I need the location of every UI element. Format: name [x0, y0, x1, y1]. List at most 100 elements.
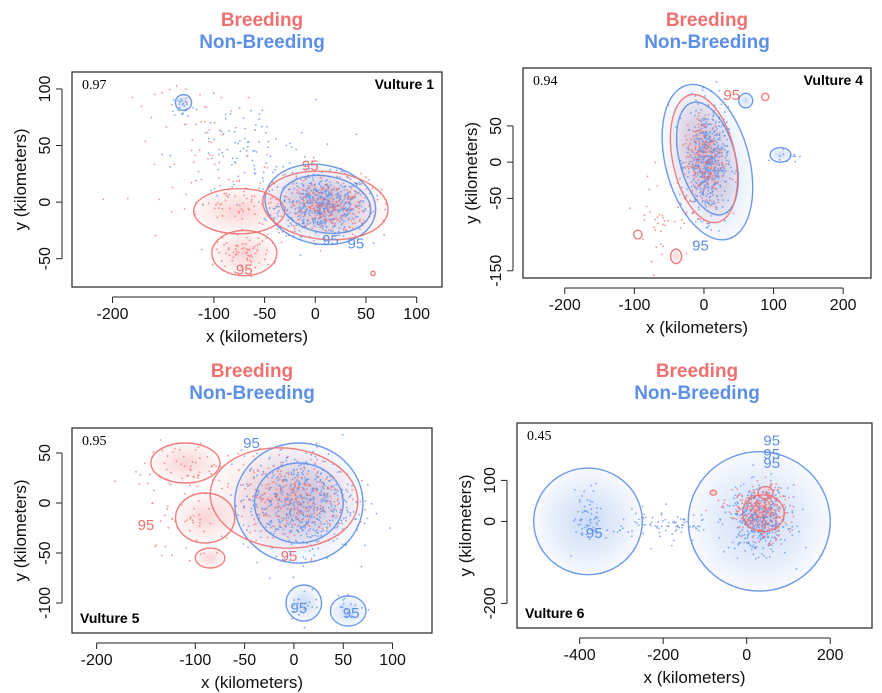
- non-breeding-point: [723, 98, 726, 100]
- non-breeding-point: [235, 504, 238, 507]
- non-breeding-point: [352, 616, 355, 619]
- non-breeding-point: [322, 494, 325, 497]
- value-label: 0.45: [527, 429, 552, 444]
- breeding-point: [750, 509, 753, 512]
- non-breeding-point: [305, 194, 308, 197]
- breeding-point: [207, 157, 209, 160]
- breeding-point: [364, 508, 366, 511]
- breeding-point: [276, 498, 278, 501]
- non-breeding-point: [673, 521, 676, 524]
- breeding-point: [295, 175, 298, 178]
- non-breeding-point: [342, 517, 345, 520]
- non-breeding-point: [337, 230, 340, 233]
- non-breeding-point: [756, 488, 758, 491]
- breeding-point: [295, 201, 298, 204]
- non-breeding-point: [739, 541, 742, 544]
- non-breeding-point: [292, 472, 295, 475]
- breeding-point: [331, 515, 334, 518]
- breeding-point: [276, 502, 279, 505]
- non-breeding-point: [316, 606, 318, 609]
- non-breeding-point: [293, 458, 296, 461]
- breeding-point: [703, 174, 706, 177]
- breeding-point: [697, 115, 700, 117]
- non-breeding-point: [586, 499, 589, 501]
- non-breeding-point: [721, 147, 724, 150]
- non-breeding-point: [706, 193, 709, 196]
- non-breeding-point: [316, 535, 319, 538]
- non-breeding-point: [239, 140, 241, 142]
- breeding-point: [338, 511, 341, 514]
- non-breeding-point: [234, 162, 237, 165]
- breeding-point: [253, 213, 256, 215]
- breeding-point: [287, 455, 289, 458]
- breeding-point: [710, 159, 713, 162]
- non-breeding-point: [252, 499, 255, 502]
- breeding-point: [328, 201, 330, 203]
- non-breeding-point: [667, 525, 670, 528]
- y-tick-label: -50: [488, 187, 505, 210]
- non-breeding-point: [317, 540, 320, 542]
- non-breeding-point: [713, 200, 715, 203]
- non-breeding-point: [726, 154, 729, 157]
- non-breeding-point: [314, 193, 317, 196]
- non-breeding-point: [320, 489, 323, 492]
- non-breeding-point: [289, 484, 292, 486]
- non-breeding-point: [297, 602, 299, 605]
- breeding-point: [192, 515, 195, 517]
- non-breeding-point: [592, 490, 595, 492]
- breeding-point: [215, 203, 217, 206]
- breeding-point: [321, 191, 323, 194]
- breeding-point: [757, 502, 760, 505]
- breeding-point: [704, 181, 707, 184]
- breeding-point: [237, 251, 240, 254]
- breeding-point: [262, 472, 265, 475]
- non-breeding-point: [207, 137, 210, 140]
- non-breeding-point: [299, 520, 301, 523]
- non-breeding-point: [706, 133, 709, 136]
- non-breeding-point: [284, 173, 286, 176]
- non-breeding-point: [355, 190, 357, 193]
- non-breeding-point: [715, 170, 717, 172]
- non-breeding-point: [596, 511, 598, 514]
- non-breeding-point: [330, 510, 333, 512]
- non-breeding-point: [312, 222, 315, 225]
- breeding-point: [751, 503, 753, 505]
- non-breeding-point: [323, 209, 326, 211]
- breeding-point: [765, 490, 768, 493]
- non-breeding-point: [711, 132, 713, 135]
- breeding-point: [330, 485, 333, 488]
- breeding-point: [163, 462, 166, 465]
- breeding-point: [342, 214, 345, 217]
- y-axis-label: y (kilometers): [11, 128, 30, 230]
- breeding-point: [354, 193, 357, 196]
- non-breeding-point: [710, 229, 713, 232]
- non-breeding-point: [312, 490, 314, 493]
- breeding-point: [131, 96, 134, 99]
- breeding-point: [316, 509, 318, 512]
- non-breeding-point: [336, 196, 338, 199]
- breeding-point: [282, 532, 285, 535]
- breeding-point: [709, 143, 711, 145]
- non-breeding-point: [789, 504, 791, 507]
- breeding-point: [211, 154, 214, 157]
- breeding-point: [710, 146, 713, 149]
- breeding-point: [654, 229, 657, 232]
- non-breeding-point: [697, 156, 700, 158]
- non-breeding-point: [315, 188, 318, 191]
- breeding-point: [269, 214, 272, 217]
- breeding-point: [691, 189, 694, 191]
- breeding-point: [285, 524, 288, 527]
- breeding-point: [315, 202, 318, 205]
- non-breeding-contour-3: [738, 92, 754, 109]
- non-breeding-point: [185, 103, 188, 106]
- breeding-point: [324, 205, 327, 208]
- breeding-point: [701, 143, 704, 146]
- breeding-point: [358, 200, 361, 203]
- non-breeding-point: [312, 189, 315, 192]
- breeding-point: [711, 140, 713, 143]
- non-breeding-point: [743, 533, 746, 536]
- breeding-point: [234, 248, 237, 250]
- breeding-point: [682, 144, 684, 147]
- non-breeding-point: [709, 191, 712, 194]
- breeding-point: [232, 180, 235, 183]
